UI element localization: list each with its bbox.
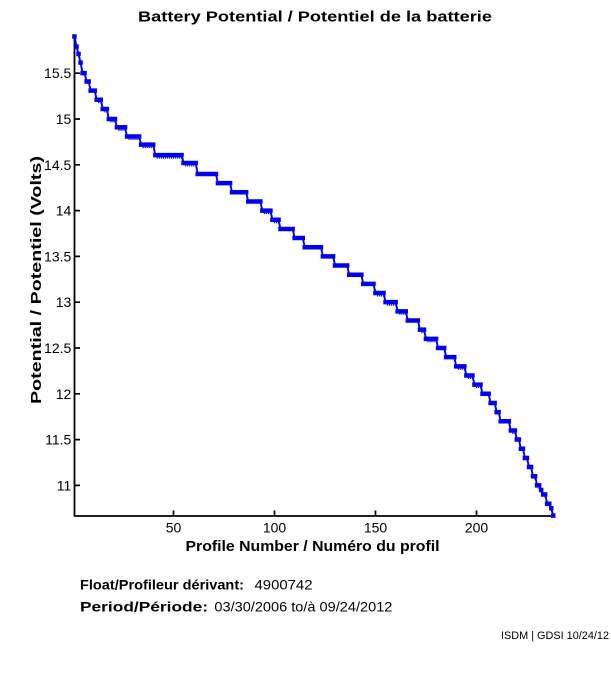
svg-text:Potential / Potentiel (Volts): Potential / Potentiel (Volts) — [29, 156, 45, 404]
svg-text:Profile Number / Numéro du pro: Profile Number / Numéro du profil — [186, 539, 440, 555]
svg-text:14.5: 14.5 — [44, 157, 71, 173]
svg-text:15.5: 15.5 — [44, 65, 71, 81]
svg-text:50: 50 — [166, 519, 182, 535]
svg-text:150: 150 — [364, 519, 388, 535]
svg-text:15: 15 — [56, 111, 72, 127]
svg-text:13: 13 — [56, 294, 72, 310]
svg-text:Period/Période:03/30/2006 to/à: Period/Période: 03/30/2006 to/à 09/24/201… — [80, 599, 392, 614]
svg-text:200: 200 — [465, 519, 489, 535]
svg-text:12.5: 12.5 — [44, 340, 71, 356]
svg-text:13.5: 13.5 — [44, 248, 71, 264]
svg-text:11: 11 — [57, 477, 72, 493]
svg-text:11.5: 11.5 — [45, 432, 71, 448]
svg-text:100: 100 — [263, 519, 287, 535]
svg-text:ISDM | GDSI 10/24/12: ISDM | GDSI 10/24/12 — [501, 630, 609, 642]
svg-text:Battery Potential / Potentiel: Battery Potential / Potentiel de la batt… — [138, 10, 492, 26]
svg-text:12: 12 — [56, 386, 72, 402]
svg-text:Float/Profileur dérivant:49007: Float/Profileur dérivant: 4900742 — [80, 577, 313, 592]
svg-text:14: 14 — [56, 203, 72, 219]
